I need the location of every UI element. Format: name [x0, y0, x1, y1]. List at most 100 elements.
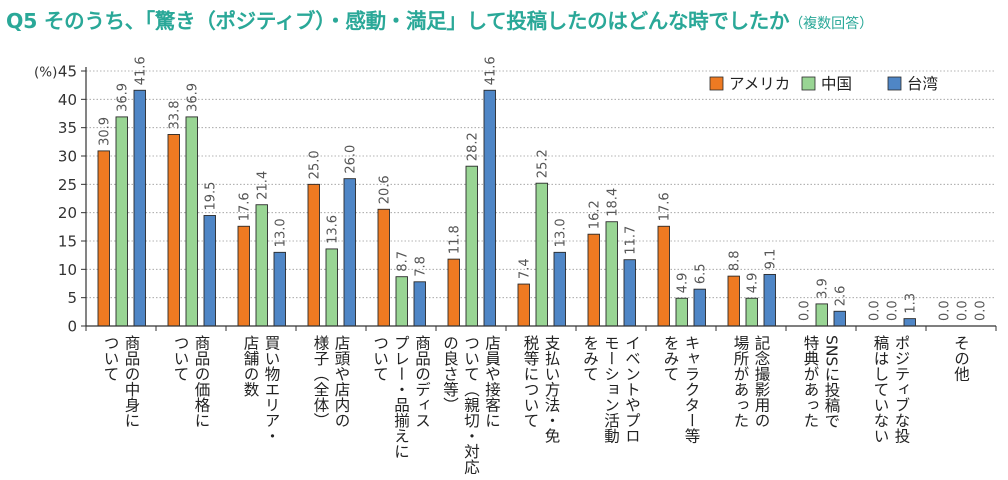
y-tick-label: 5 — [67, 289, 77, 307]
bar-3 — [553, 251, 566, 327]
data-label: 36.9 — [115, 83, 130, 112]
bar-2 — [255, 204, 268, 327]
bar-1 — [237, 225, 250, 327]
data-label: 2.6 — [833, 286, 848, 307]
data-label: 4.9 — [675, 273, 690, 294]
y-tick-label: 0 — [67, 318, 77, 336]
bar-2 — [745, 297, 758, 327]
bar-3 — [273, 251, 286, 327]
category-label: イベントやプロ — [623, 335, 641, 444]
chart-title-row: Q5 そのうち、「驚き（ポジティブ）・感動・満足」して投稿したのはどんな時でした… — [6, 4, 873, 36]
category-label: モーション活動 — [602, 335, 620, 445]
data-label: 33.8 — [167, 101, 182, 130]
legend-swatch-2 — [801, 76, 816, 91]
legend-label-2: 中国 — [821, 75, 852, 93]
y-tick-label: 10 — [58, 261, 77, 279]
bar-1 — [307, 183, 320, 327]
bar-3 — [203, 215, 216, 327]
category-label: 店舗の数 — [242, 335, 260, 398]
bar-1 — [727, 275, 740, 327]
legend-swatch-1 — [709, 76, 724, 91]
data-label: 13.0 — [273, 218, 288, 247]
data-label: 0.0 — [937, 300, 952, 321]
bar-2 — [115, 116, 128, 327]
data-label: 7.4 — [517, 258, 532, 279]
category-label: ついて — [172, 335, 190, 382]
chart-title: Q5 そのうち、「驚き（ポジティブ）・感動・満足」して投稿したのはどんな時でした… — [6, 9, 790, 33]
category-label: をみて — [662, 335, 680, 382]
bar-2 — [535, 182, 548, 327]
category-label: 店員や接客に — [483, 335, 501, 428]
category-label: ポジティブな投 — [893, 335, 911, 445]
data-label: 7.8 — [413, 256, 428, 277]
category-label: 記念撮影用の — [753, 335, 771, 428]
y-tick-label: 30 — [58, 148, 77, 166]
bar-1 — [377, 208, 390, 327]
data-label: 8.8 — [727, 250, 742, 271]
data-label: 9.1 — [763, 249, 778, 270]
category-label: SNSに投稿で — [823, 335, 841, 428]
category-label: 様子（全体） — [312, 335, 330, 428]
bar-2 — [605, 221, 618, 327]
category-label: をみて — [581, 335, 599, 382]
data-label: 0.0 — [885, 300, 900, 321]
legend-label-3: 台湾 — [907, 75, 938, 93]
bar-3 — [623, 259, 636, 327]
data-label: 19.5 — [203, 182, 218, 211]
bar-3 — [833, 310, 846, 327]
category-label: プレー・品揃えに — [392, 335, 410, 459]
category-label: 買い物エリア・ — [263, 335, 281, 444]
data-label: 36.9 — [185, 83, 200, 112]
data-label: 1.3 — [903, 293, 918, 314]
category-label: ついて — [371, 335, 389, 382]
bar-1 — [517, 283, 530, 327]
data-labels: 30.9 33.8 17.6 25.0 20.6 11.8 7.4 16.2 17.6 8.8 0.… — [97, 56, 988, 321]
category-label: キャラクター等 — [683, 335, 701, 444]
category-label: 店頭や店内の — [333, 335, 351, 428]
bar-1 — [447, 258, 460, 327]
bar-2 — [815, 303, 828, 327]
category-label: 税等について — [522, 335, 540, 428]
category-label: 商品の中身に — [123, 335, 141, 428]
data-label: 17.6 — [237, 192, 252, 221]
legend: アメリカ 中国 台湾 — [709, 75, 938, 93]
data-label: 17.6 — [657, 192, 672, 221]
category-label: 商品のディス — [413, 335, 431, 428]
data-label: 3.9 — [815, 278, 830, 299]
data-label: 4.9 — [745, 273, 760, 294]
bar-3 — [483, 89, 496, 327]
bar-3 — [343, 178, 356, 327]
y-tick-label: 45 — [58, 63, 77, 81]
data-label: 11.7 — [623, 226, 638, 255]
data-label: 8.7 — [395, 251, 410, 272]
data-label: 16.2 — [587, 200, 602, 229]
bar-3 — [413, 281, 426, 327]
y-tick-label: 25 — [58, 176, 77, 194]
data-label: 41.6 — [133, 56, 148, 85]
category-label: ついて — [102, 335, 120, 382]
data-label: 41.6 — [483, 56, 498, 85]
bar-2 — [185, 116, 198, 327]
category-label: その他 — [952, 335, 970, 383]
category-label: 特典があった — [802, 335, 820, 429]
bar-2 — [465, 165, 478, 327]
category-label: 稿はしていない — [872, 335, 890, 444]
data-label: 25.2 — [535, 149, 550, 178]
y-tick-label: 40 — [58, 91, 77, 109]
data-label: 0.0 — [797, 300, 812, 321]
bar-1 — [587, 233, 600, 327]
y-tick-label: 35 — [58, 119, 77, 137]
data-label: 20.6 — [377, 175, 392, 204]
data-label: 11.8 — [447, 225, 462, 254]
data-label: 13.0 — [553, 218, 568, 247]
category-label: の良さ等） — [441, 335, 459, 413]
chart-subtitle: （複数回答） — [789, 16, 874, 32]
bar-1 — [167, 134, 180, 327]
data-label: 26.0 — [343, 145, 358, 174]
y-axis-unit-label: (%) — [34, 65, 57, 81]
legend-label-1: アメリカ — [729, 75, 790, 93]
data-label: 25.0 — [307, 150, 322, 179]
data-label: 18.4 — [605, 188, 620, 217]
y-tick-label: 15 — [58, 233, 77, 251]
